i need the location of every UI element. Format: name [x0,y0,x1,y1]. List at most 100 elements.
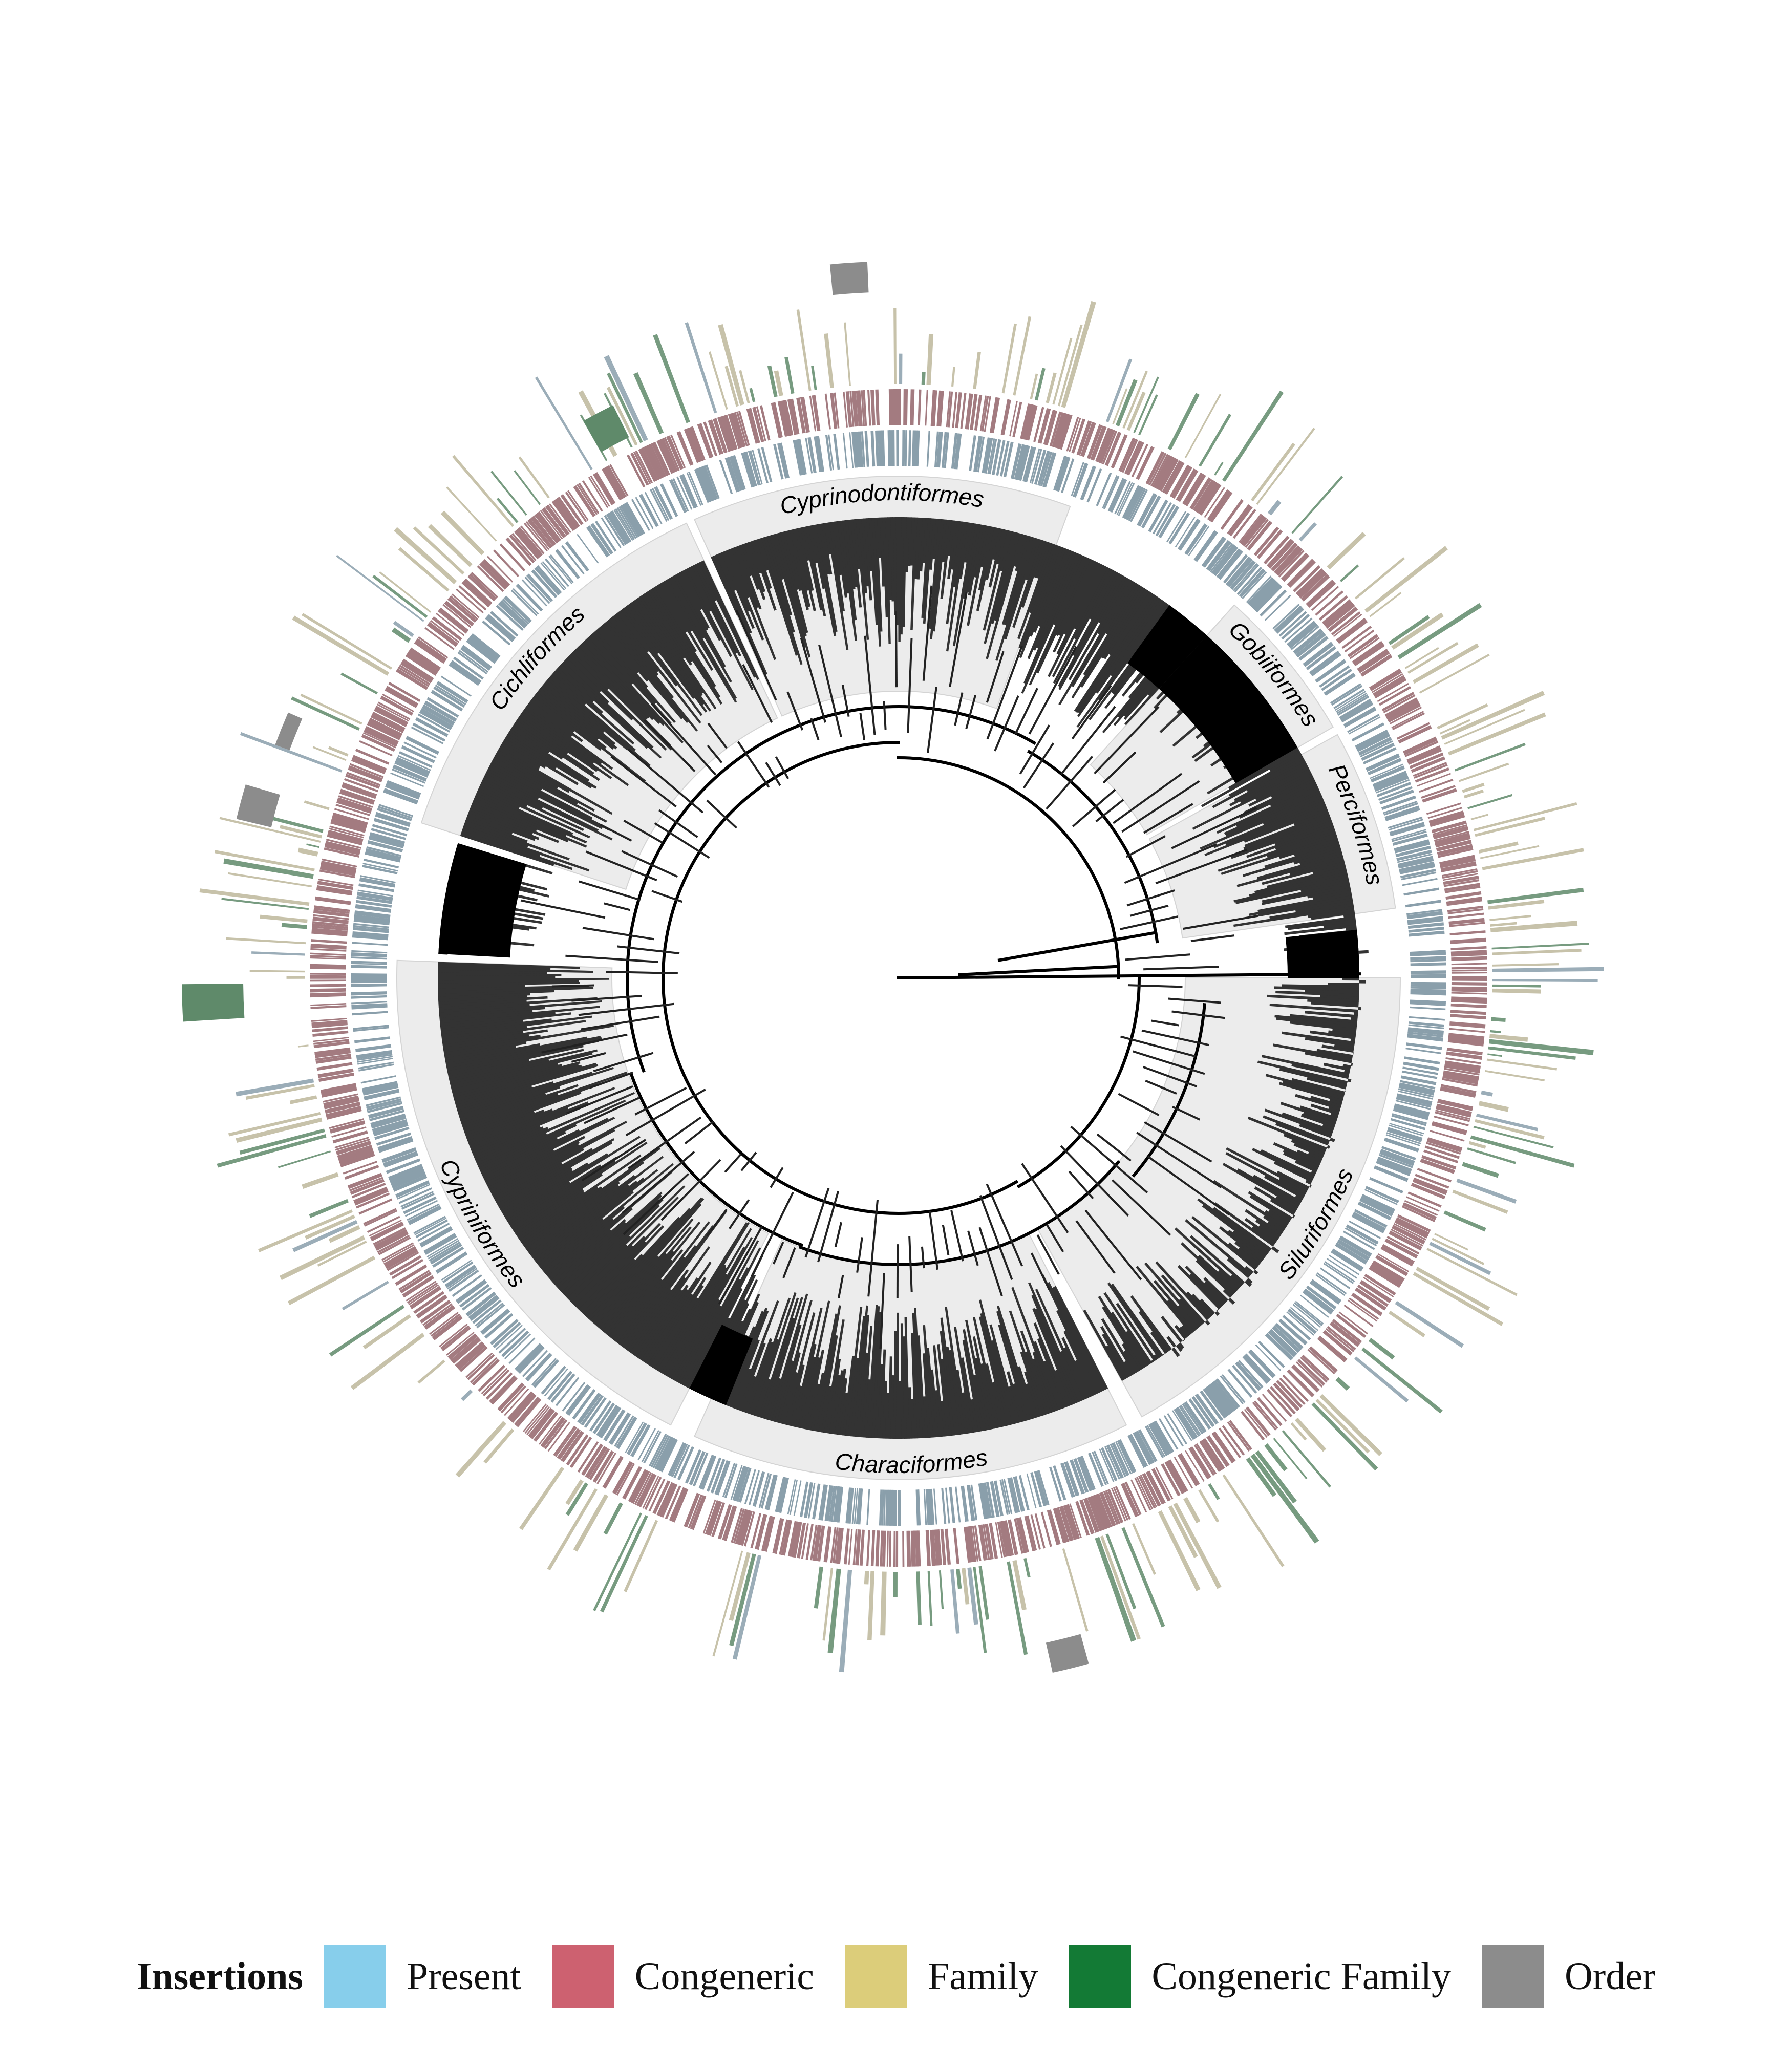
present-mark [851,432,858,468]
tip-fan [1239,780,1316,819]
tip-fan [509,729,590,782]
present-mark [354,1036,391,1043]
congeneric-mark [1446,1048,1483,1056]
congeneric-mark [1413,762,1447,777]
present-mark [1166,511,1187,543]
present-mark [484,1313,514,1339]
congeneric-mark [346,772,381,786]
tip-fan [440,1019,524,1032]
tip-fan [885,517,891,644]
present-mark [1124,486,1143,520]
tip-fan [643,1261,712,1363]
congeneric-mark [952,392,958,428]
congeneric-mark [1229,506,1253,537]
present-mark [351,995,387,999]
congeneric-mark [458,1345,486,1370]
insertion-spike [708,351,728,410]
congeneric-mark [310,984,346,987]
internal-branch [651,890,683,903]
present-mark [357,889,394,897]
tip-fan [1186,1291,1211,1319]
tip-fan [1036,552,1079,649]
tip-fan [805,526,826,616]
congeneric-mark [1076,420,1090,455]
tip-fan [1054,1286,1108,1390]
congeneric-mark [1417,773,1451,787]
congeneric-mark [444,600,474,626]
congeneric-mark [319,869,355,879]
internal-branch [571,995,642,1002]
tip-fan [1035,1308,1077,1404]
tip-fan [547,677,651,767]
congeneric-mark [1354,644,1385,667]
congeneric-mark [771,402,781,438]
present-mark [849,432,854,468]
tip-fan [1227,1257,1250,1278]
present-mark [605,1410,626,1442]
tip-fan [1017,543,1054,639]
present-mark [372,824,408,837]
congeneric-mark [1155,456,1175,490]
tip-fan [464,820,570,861]
tip-fan [528,700,583,742]
tip-fan [440,1012,556,1027]
tip-fan [1236,856,1344,887]
congeneric-mark [1176,468,1197,501]
tip-fan [756,539,769,571]
present-mark [766,1475,778,1510]
present-mark [407,1203,440,1221]
congeneric-mark [1352,1292,1383,1314]
present-mark [372,1121,408,1134]
present-mark [1374,776,1409,792]
tip-fan [1353,1052,1354,1056]
tip-fan [1354,1012,1358,1016]
present-mark [1134,1431,1154,1464]
present-mark [1141,495,1161,529]
insertion-spike [292,1220,358,1252]
tip-fan [1275,1122,1329,1146]
congeneric-mark [518,527,543,557]
present-mark [775,1477,785,1512]
congeneric-mark [1189,477,1210,509]
congeneric-mark [1197,482,1220,515]
congeneric-mark [528,518,553,548]
tip-fan [932,518,939,559]
congeneric-mark [1179,1453,1200,1485]
internal-branch [810,718,820,740]
tip-fan [1020,545,1061,649]
present-mark [1102,475,1118,509]
congeneric-mark [1130,1479,1147,1512]
congeneric-mark [370,715,403,733]
present-mark [1399,1082,1435,1092]
tip-fan [1262,882,1350,903]
internal-branch [986,1183,1023,1267]
congeneric-mark [1437,844,1473,854]
congeneric-mark [565,491,587,522]
tip-fan [516,1190,585,1239]
present-mark [1336,694,1368,714]
tip-fan [855,519,869,640]
tip-fan [1024,1371,1041,1417]
internal-branch [1094,706,1160,775]
tip-fan [980,1313,1011,1426]
congeneric-mark [997,1521,1006,1558]
present-mark [1036,1470,1048,1506]
congeneric-mark [867,390,871,426]
tip-fan [1358,1007,1361,1011]
congeneric-mark [337,1144,372,1158]
insertion-spike [600,1515,648,1613]
present-mark [382,1149,417,1163]
present-mark [1110,479,1127,513]
present-mark [1406,911,1443,918]
congeneric-mark [350,1179,385,1195]
tip-fan [1311,1001,1359,1008]
congeneric-mark [1450,999,1487,1004]
internal-branch [775,756,790,779]
insertion-spike [921,372,926,385]
congeneric-mark [1297,1359,1326,1386]
tip-fan [856,1315,869,1437]
tip-fan [472,1125,541,1156]
insertion-spike [867,1571,874,1640]
present-mark [462,645,493,669]
present-mark [787,1479,796,1515]
